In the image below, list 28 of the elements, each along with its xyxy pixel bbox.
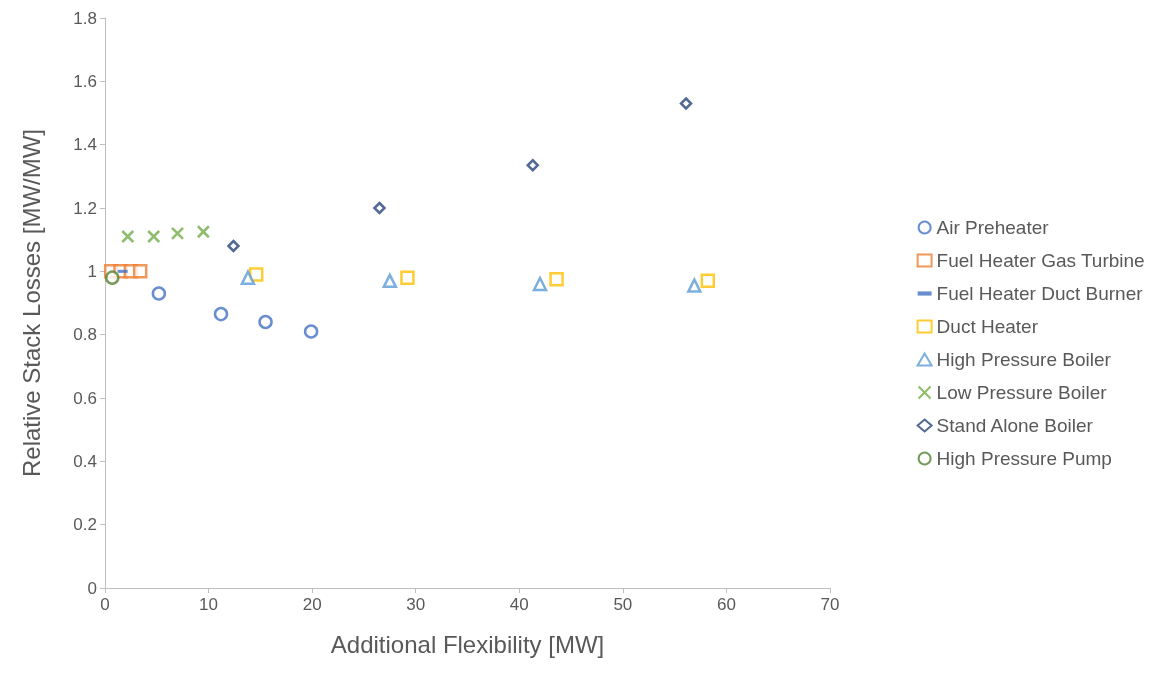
x-tick-label: 60 bbox=[716, 595, 736, 614]
legend-label: Fuel Heater Gas Turbine bbox=[936, 250, 1145, 271]
legend-label: Low Pressure Boiler bbox=[936, 382, 1108, 403]
y-tick-label: 1.2 bbox=[73, 198, 97, 218]
y-tick-label: 1.4 bbox=[73, 135, 97, 155]
legend-label: Air Preheater bbox=[936, 217, 1050, 238]
y-tick-label: 0.2 bbox=[73, 515, 97, 535]
y-tick-label: 0.6 bbox=[73, 388, 97, 408]
x-axis-title: Additional Flexibility [MW] bbox=[330, 630, 605, 658]
y-tick-label: 0.4 bbox=[73, 451, 97, 471]
y-tick-label: 1.8 bbox=[73, 8, 97, 28]
legend-label: Fuel Heater Duct Burner bbox=[936, 283, 1144, 304]
y-tick-label: 1 bbox=[87, 261, 97, 281]
y-tick-label: 0 bbox=[87, 578, 97, 598]
legend-label: Stand Alone Boiler bbox=[936, 415, 1094, 436]
x-tick-label: 10 bbox=[199, 595, 219, 614]
y-tick-label: 0.8 bbox=[73, 325, 97, 345]
legend-label: High Pressure Pump bbox=[936, 448, 1112, 469]
x-tick-label: 70 bbox=[820, 595, 840, 614]
x-tick-label: 40 bbox=[509, 595, 529, 614]
legend-label: Duct Heater bbox=[936, 316, 1039, 337]
x-tick-label: 20 bbox=[302, 595, 322, 614]
x-tick-label: 50 bbox=[613, 595, 633, 614]
x-tick-label: 0 bbox=[100, 595, 110, 614]
y-axis-title: Relative Stack Losses [MW/MW] bbox=[17, 128, 45, 478]
x-tick-label: 30 bbox=[406, 595, 426, 614]
y-tick-label: 1.6 bbox=[73, 71, 97, 91]
legend-label: High Pressure Boiler bbox=[936, 349, 1112, 370]
